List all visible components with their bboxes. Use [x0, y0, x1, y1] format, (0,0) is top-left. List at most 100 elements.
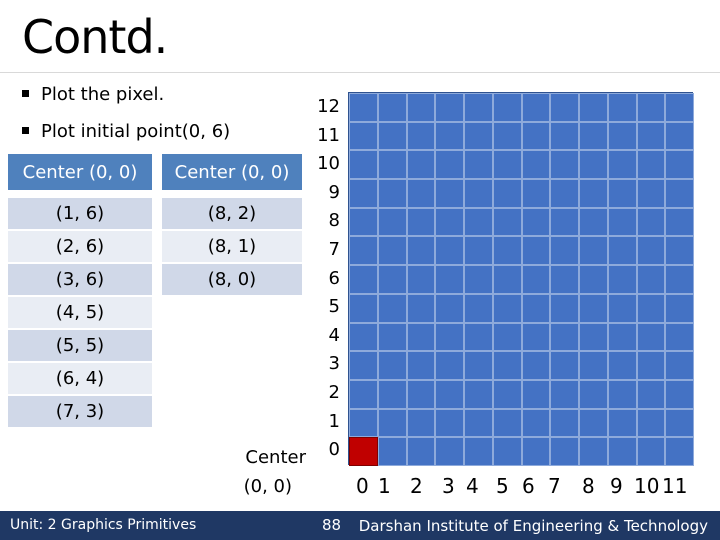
- grid-cell: [492, 265, 522, 294]
- bullet-text: Plot the pixel.: [41, 84, 165, 105]
- x-axis-label: 4: [466, 474, 479, 498]
- grid-cell: [636, 236, 666, 266]
- bullet-marker-icon: [22, 90, 29, 97]
- grid-cell: [406, 93, 436, 122]
- grid-cell: [550, 265, 579, 294]
- grid-cell: [349, 150, 378, 180]
- grid-cell: [406, 351, 436, 380]
- grid-cell: [636, 379, 666, 409]
- x-axis-label: 5: [496, 474, 509, 498]
- grid-cell: [435, 351, 464, 380]
- grid-cell: [636, 207, 666, 237]
- grid-cell: [435, 150, 464, 180]
- grid-cell: [464, 351, 493, 380]
- grid-cell: [579, 179, 608, 208]
- grid-cell: [377, 93, 407, 122]
- grid-cell: [607, 93, 637, 122]
- table-right-header: Center (0, 0): [162, 154, 302, 190]
- grid-cell: [579, 93, 608, 122]
- grid-cell: [665, 150, 694, 180]
- table-row: (1, 6): [8, 198, 152, 231]
- y-axis-label: 8: [328, 210, 340, 232]
- grid-cell: [579, 265, 608, 294]
- grid-cell: [550, 93, 579, 122]
- grid-cell: [349, 293, 378, 323]
- grid-cell: [636, 437, 666, 466]
- grid-cell: [607, 437, 637, 466]
- y-axis-label: 4: [328, 324, 340, 346]
- grid-cell: [521, 379, 551, 409]
- grid-cell: [377, 293, 407, 323]
- x-axis-label: 10: [634, 474, 660, 498]
- grid-cell: [665, 179, 694, 208]
- grid-cell: [665, 322, 694, 352]
- y-axis-label: 1: [328, 410, 340, 432]
- y-axis-label: 5: [328, 296, 340, 318]
- grid-cell: [464, 322, 493, 352]
- y-axis-label: 0: [328, 439, 340, 461]
- grid-cell: [377, 236, 407, 266]
- grid-cell: [492, 150, 522, 180]
- y-axis-label: 3: [328, 353, 340, 375]
- footer-institute: Darshan Institute of Engineering & Techn…: [358, 517, 708, 535]
- grid-cell: [607, 293, 637, 323]
- grid-cell: [406, 207, 436, 237]
- table-row: (4, 5): [8, 297, 152, 330]
- grid-cell: [492, 322, 522, 352]
- grid-cell: [406, 293, 436, 323]
- grid-cell: [406, 379, 436, 409]
- grid-cell: [492, 207, 522, 237]
- grid-cell: [579, 351, 608, 380]
- grid-cell: [579, 379, 608, 409]
- grid-cell: [492, 379, 522, 409]
- grid-cell: [377, 207, 407, 237]
- grid-cell: [521, 93, 551, 122]
- grid-cell: [636, 351, 666, 380]
- grid-cell: [349, 437, 378, 466]
- grid-cell: [406, 179, 436, 208]
- origin-label-line1: Center: [245, 447, 306, 468]
- grid-cell: [377, 437, 407, 466]
- table-row: (7, 3): [8, 396, 152, 429]
- grid-cell: [607, 121, 637, 151]
- grid-cell: [464, 150, 493, 180]
- grid-cell: [665, 379, 694, 409]
- grid-cell: [550, 437, 579, 466]
- table-left: Center (0, 0) (1, 6) (2, 6) (3, 6) (4, 5…: [8, 154, 152, 429]
- grid-cell: [349, 236, 378, 266]
- bullet-text: Plot initial point(0, 6): [41, 121, 231, 142]
- grid-cell: [550, 179, 579, 208]
- table-right: Center (0, 0) (8, 2) (8, 1) (8, 0): [162, 154, 302, 297]
- grid-cell: [521, 265, 551, 294]
- grid-cell: [521, 207, 551, 237]
- grid-cell: [636, 408, 666, 438]
- grid-cell: [636, 179, 666, 208]
- grid-cell: [550, 379, 579, 409]
- grid-cell: [435, 207, 464, 237]
- grid-cell: [464, 121, 493, 151]
- grid-cell: [435, 121, 464, 151]
- grid-cell: [377, 408, 407, 438]
- x-axis-label: 8: [582, 474, 595, 498]
- grid-cell: [550, 121, 579, 151]
- grid-cell: [464, 179, 493, 208]
- grid-cell: [579, 121, 608, 151]
- grid-cell: [636, 121, 666, 151]
- grid-cell: [492, 437, 522, 466]
- grid-cell: [521, 437, 551, 466]
- footer-unit: Unit: 2 Graphics Primitives: [10, 517, 197, 533]
- grid-cell: [349, 179, 378, 208]
- grid-cell: [550, 150, 579, 180]
- grid-cell: [349, 93, 378, 122]
- grid-cell: [550, 408, 579, 438]
- x-axis-label: 3: [442, 474, 455, 498]
- grid-cell: [550, 351, 579, 380]
- grid-cell: [665, 437, 694, 466]
- grid-cell: [464, 236, 493, 266]
- grid-cell: [349, 265, 378, 294]
- table-row: (8, 0): [162, 264, 302, 297]
- grid-cell: [377, 379, 407, 409]
- x-axis-label: 11: [662, 474, 688, 498]
- table-row: (8, 1): [162, 231, 302, 264]
- grid-cell: [377, 265, 407, 294]
